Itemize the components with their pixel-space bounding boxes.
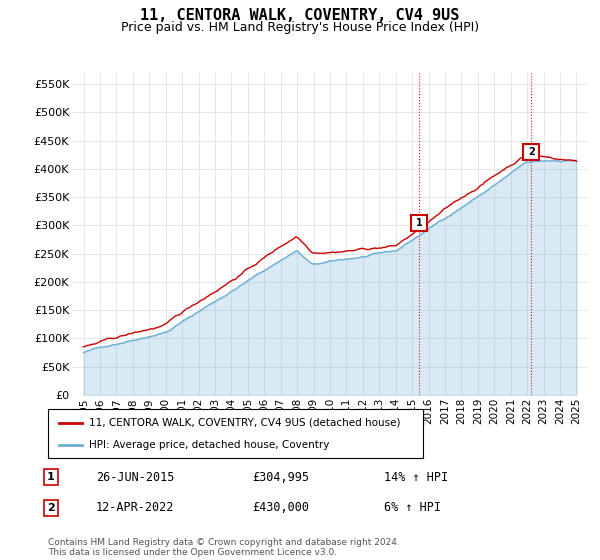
Text: 11, CENTORA WALK, COVENTRY, CV4 9US (detached house): 11, CENTORA WALK, COVENTRY, CV4 9US (det…	[89, 418, 401, 428]
Text: Price paid vs. HM Land Registry's House Price Index (HPI): Price paid vs. HM Land Registry's House …	[121, 21, 479, 34]
Text: 14% ↑ HPI: 14% ↑ HPI	[384, 470, 448, 484]
Text: 1: 1	[47, 472, 55, 482]
Text: 2: 2	[528, 147, 535, 157]
Text: 2: 2	[47, 503, 55, 513]
Text: £430,000: £430,000	[252, 501, 309, 515]
Text: 6% ↑ HPI: 6% ↑ HPI	[384, 501, 441, 515]
Text: 1: 1	[416, 217, 422, 227]
Text: HPI: Average price, detached house, Coventry: HPI: Average price, detached house, Cove…	[89, 440, 329, 450]
Text: 11, CENTORA WALK, COVENTRY, CV4 9US: 11, CENTORA WALK, COVENTRY, CV4 9US	[140, 8, 460, 24]
Text: 12-APR-2022: 12-APR-2022	[96, 501, 175, 515]
Text: 26-JUN-2015: 26-JUN-2015	[96, 470, 175, 484]
Text: £304,995: £304,995	[252, 470, 309, 484]
Text: Contains HM Land Registry data © Crown copyright and database right 2024.
This d: Contains HM Land Registry data © Crown c…	[48, 538, 400, 557]
